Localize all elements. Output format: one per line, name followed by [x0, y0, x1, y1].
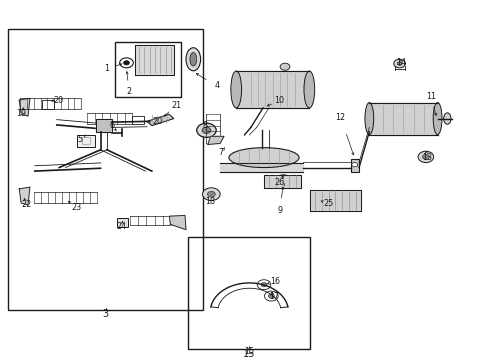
Ellipse shape: [185, 48, 200, 71]
Polygon shape: [135, 45, 173, 75]
Circle shape: [351, 163, 357, 167]
Bar: [82, 138, 90, 144]
Circle shape: [281, 177, 285, 181]
Circle shape: [422, 154, 428, 159]
Text: 21: 21: [171, 101, 181, 110]
Text: 16: 16: [269, 277, 279, 286]
Polygon shape: [264, 175, 300, 188]
Circle shape: [261, 283, 266, 287]
Circle shape: [196, 123, 216, 138]
Text: 25: 25: [323, 199, 333, 208]
Circle shape: [120, 58, 133, 68]
Text: 13: 13: [422, 153, 431, 162]
Bar: [188, 237, 310, 348]
Ellipse shape: [364, 103, 373, 135]
Text: 4: 4: [214, 81, 219, 90]
Bar: [8, 29, 203, 310]
Bar: [350, 159, 358, 172]
Circle shape: [280, 63, 289, 70]
Text: 22: 22: [21, 200, 31, 209]
Ellipse shape: [189, 53, 196, 66]
Text: 19: 19: [16, 109, 26, 118]
Text: 24: 24: [116, 222, 126, 231]
Text: 12: 12: [335, 113, 345, 122]
Circle shape: [257, 280, 270, 290]
Text: 14: 14: [396, 58, 406, 67]
Polygon shape: [310, 190, 360, 211]
Polygon shape: [19, 98, 30, 116]
Text: 17: 17: [268, 292, 278, 301]
Bar: [115, 41, 181, 96]
Ellipse shape: [304, 71, 314, 108]
Text: 15: 15: [244, 347, 254, 356]
Circle shape: [417, 151, 433, 163]
Text: 9: 9: [277, 206, 282, 215]
Circle shape: [202, 188, 220, 201]
Polygon shape: [236, 71, 309, 108]
Bar: [42, 100, 54, 109]
Text: 2: 2: [126, 87, 131, 96]
Polygon shape: [96, 118, 112, 132]
Polygon shape: [220, 163, 303, 172]
Ellipse shape: [230, 71, 241, 108]
Polygon shape: [169, 216, 185, 230]
Text: 26: 26: [274, 178, 284, 187]
Text: 10: 10: [274, 96, 284, 105]
Text: 20: 20: [152, 117, 163, 126]
Text: 6: 6: [109, 121, 114, 130]
Circle shape: [202, 127, 210, 134]
Text: 8: 8: [202, 121, 206, 130]
Circle shape: [207, 191, 215, 197]
Text: 18: 18: [205, 197, 215, 206]
Bar: [77, 135, 95, 147]
Circle shape: [396, 62, 401, 65]
Polygon shape: [147, 114, 173, 126]
Bar: [117, 218, 128, 227]
Circle shape: [277, 175, 289, 183]
Text: 3: 3: [102, 309, 108, 319]
Text: 5: 5: [78, 135, 82, 144]
Circle shape: [268, 294, 274, 298]
Circle shape: [264, 291, 278, 301]
Polygon shape: [207, 136, 224, 144]
Text: 11: 11: [425, 92, 435, 101]
Polygon shape: [368, 103, 437, 135]
Circle shape: [123, 61, 129, 65]
Text: 15: 15: [243, 349, 255, 359]
Text: 1: 1: [104, 64, 109, 73]
Polygon shape: [19, 187, 30, 205]
Text: 23: 23: [71, 203, 81, 212]
Circle shape: [393, 59, 405, 68]
Text: 7: 7: [218, 148, 223, 157]
Ellipse shape: [443, 113, 450, 124]
Ellipse shape: [432, 103, 441, 135]
Text: 20: 20: [53, 96, 63, 105]
Ellipse shape: [228, 148, 299, 167]
Bar: [132, 116, 144, 124]
